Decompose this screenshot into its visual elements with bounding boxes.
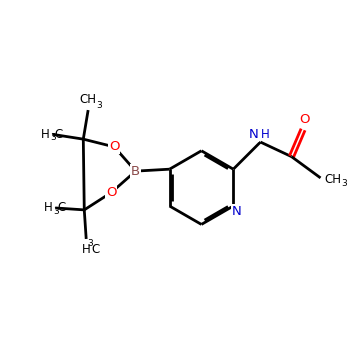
Text: CH: CH — [80, 93, 97, 106]
Text: C: C — [55, 128, 63, 141]
Text: 3: 3 — [341, 179, 347, 188]
Text: 3: 3 — [50, 133, 56, 142]
Text: CH: CH — [324, 173, 341, 186]
Text: O: O — [109, 140, 120, 153]
Text: C: C — [58, 202, 66, 215]
Text: O: O — [299, 113, 309, 126]
Text: N: N — [231, 205, 241, 218]
Text: B: B — [131, 164, 140, 177]
Text: 3: 3 — [96, 100, 102, 110]
Text: C: C — [92, 243, 100, 256]
Text: H: H — [41, 128, 49, 141]
Text: 3: 3 — [87, 239, 93, 248]
Text: O: O — [106, 186, 117, 199]
Text: H: H — [43, 202, 52, 215]
Text: H: H — [82, 243, 91, 256]
Text: N: N — [249, 128, 259, 141]
Text: H: H — [260, 128, 269, 141]
Text: 3: 3 — [53, 207, 59, 216]
